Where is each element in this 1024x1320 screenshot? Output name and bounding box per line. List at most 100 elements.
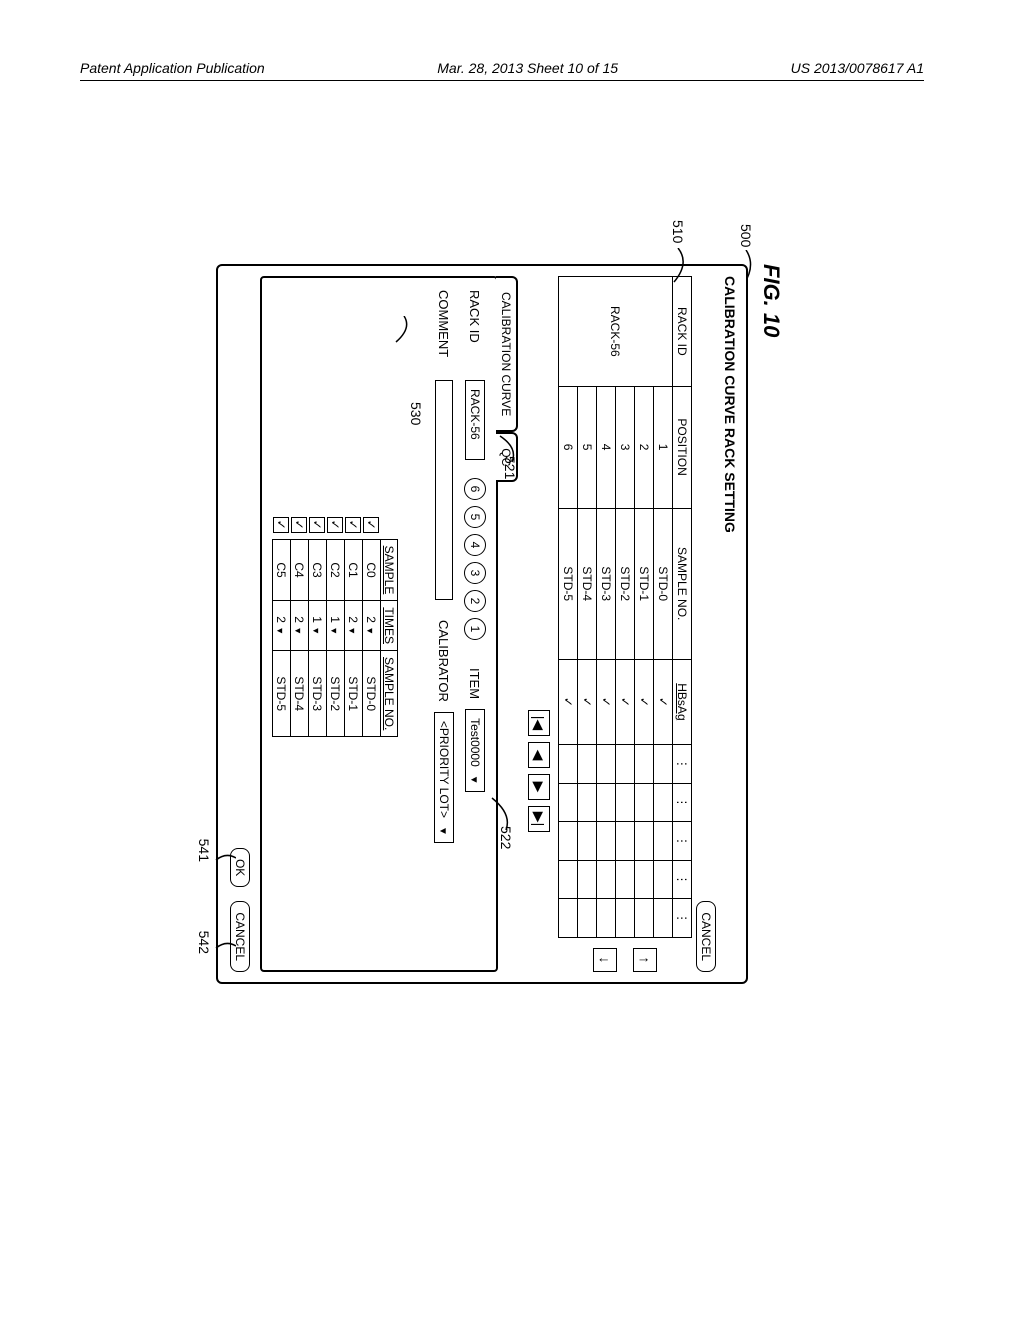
pos-3[interactable]: 3	[464, 562, 486, 584]
cell-samp: STD-5	[559, 508, 578, 659]
sample-cell: C3	[309, 539, 327, 601]
times-cell[interactable]: 2	[273, 601, 291, 651]
tab-calibration-curve[interactable]: CALIBRATION CURVE	[496, 276, 518, 432]
cell-pos: 5	[578, 386, 597, 508]
sample-cell: C5	[273, 539, 291, 601]
col-e2: ⋮	[673, 783, 692, 822]
callout-530: 530	[408, 402, 424, 425]
cell-empty	[616, 899, 635, 938]
pos-6[interactable]: 6	[464, 478, 486, 500]
comment-label: COMMENT	[437, 290, 452, 370]
sample-checkbox[interactable]: ✓	[346, 517, 362, 533]
cell-empty	[578, 822, 597, 861]
cell-samp: STD-0	[654, 508, 673, 659]
cell-empty	[578, 899, 597, 938]
item-label: ITEM	[468, 668, 483, 699]
cell-hbsag[interactable]: ✓	[654, 659, 673, 744]
times-cell[interactable]: 1	[309, 601, 327, 651]
patent-header: Patent Application Publication Mar. 28, …	[80, 60, 924, 81]
header-left: Patent Application Publication	[80, 60, 265, 76]
cell-empty	[654, 745, 673, 784]
times-cell[interactable]: 2	[345, 601, 363, 651]
col-rackid: RACK ID	[673, 277, 692, 387]
chevron-down-icon	[468, 775, 482, 785]
callout-510: 510	[670, 220, 686, 243]
window-title: CALIBRATION CURVE RACK SETTING	[722, 276, 738, 972]
cell-hbsag[interactable]: ✓	[578, 659, 597, 744]
sample-checkbox[interactable]: ✓	[328, 517, 344, 533]
times-cell[interactable]: 2	[363, 601, 381, 651]
sh-sample: SAMPLE	[381, 539, 398, 601]
cell-hbsag[interactable]: ✓	[635, 659, 654, 744]
sampleno-cell: STD-0	[363, 651, 381, 737]
chevron-down-icon	[437, 826, 451, 836]
cell-empty	[616, 783, 635, 822]
cell-pos: 2	[635, 386, 654, 508]
sample-checkbox[interactable]: ✓	[310, 517, 326, 533]
rackid-field[interactable]: RACK-56	[465, 380, 485, 460]
cell-empty	[616, 860, 635, 899]
cell-hbsag[interactable]: ✓	[597, 659, 616, 744]
sample-table: SAMPLE TIMES SAMPLE NO. ✓C02 STD-0✓C12 S…	[272, 511, 398, 738]
cell-hbsag[interactable]: ✓	[559, 659, 578, 744]
sample-checkbox[interactable]: ✓	[292, 517, 308, 533]
pos-4[interactable]: 4	[464, 534, 486, 556]
move-up-button[interactable]: ↑	[633, 948, 657, 972]
pager-next[interactable]: ▶	[528, 774, 550, 800]
times-cell[interactable]: 2	[291, 601, 309, 651]
calibrator-label: CALIBRATOR	[437, 620, 452, 702]
cell-empty	[578, 860, 597, 899]
sample-cell: C0	[363, 539, 381, 601]
col-e4: ⋮	[673, 860, 692, 899]
cell-empty	[654, 822, 673, 861]
cell-empty	[559, 745, 578, 784]
pos-5[interactable]: 5	[464, 506, 486, 528]
cell-samp: STD-2	[616, 508, 635, 659]
cell-empty	[635, 822, 654, 861]
cell-empty	[559, 899, 578, 938]
col-e1: ⋮	[673, 745, 692, 784]
cancel-top-button[interactable]: CANCEL	[696, 901, 716, 972]
cell-hbsag[interactable]: ✓	[616, 659, 635, 744]
cell-empty	[559, 783, 578, 822]
sample-cell: C2	[327, 539, 345, 601]
callout-541: 541	[196, 839, 212, 862]
pager-first[interactable]: |◀	[528, 710, 550, 736]
sample-checkbox[interactable]: ✓	[274, 517, 290, 533]
cell-empty	[616, 822, 635, 861]
item-dropdown[interactable]: Test0000	[465, 709, 485, 792]
cell-samp: STD-1	[635, 508, 654, 659]
cell-empty	[635, 783, 654, 822]
pager-prev[interactable]: ◀	[528, 742, 550, 768]
col-e5: ⋮	[673, 899, 692, 938]
rackid-label: RACK ID	[468, 290, 483, 370]
cell-pos: 1	[654, 386, 673, 508]
move-down-button[interactable]: ↓	[593, 948, 617, 972]
comment-field[interactable]	[435, 380, 453, 600]
pos-1[interactable]: 1	[464, 618, 486, 640]
header-right: US 2013/0078617 A1	[791, 60, 924, 76]
pager-last[interactable]: ▶|	[528, 806, 550, 832]
item-value: Test0000	[468, 718, 482, 767]
col-sampleno: SAMPLE NO.	[673, 508, 692, 659]
cell-empty	[654, 899, 673, 938]
cell-empty	[559, 822, 578, 861]
figure-label: FIG. 10	[758, 264, 784, 1024]
cell-pos: 6	[559, 386, 578, 508]
cell-samp: STD-3	[597, 508, 616, 659]
header-mid: Mar. 28, 2013 Sheet 10 of 15	[437, 60, 618, 76]
cell-empty	[597, 822, 616, 861]
cell-empty	[597, 783, 616, 822]
sh-times: TIMES	[381, 601, 398, 651]
cell-empty	[597, 860, 616, 899]
sample-checkbox[interactable]: ✓	[364, 517, 380, 533]
cell-empty	[635, 899, 654, 938]
cell-empty	[597, 899, 616, 938]
cell-pos: 4	[597, 386, 616, 508]
times-cell[interactable]: 1	[327, 601, 345, 651]
sampleno-cell: STD-4	[291, 651, 309, 737]
calibrator-dropdown[interactable]: <PRIORITY LOT>	[434, 712, 454, 843]
pos-2[interactable]: 2	[464, 590, 486, 612]
settings-window: CALIBRATION CURVE RACK SETTING CANCEL 51…	[216, 264, 748, 984]
col-hbsag: HBsAg	[673, 659, 692, 744]
